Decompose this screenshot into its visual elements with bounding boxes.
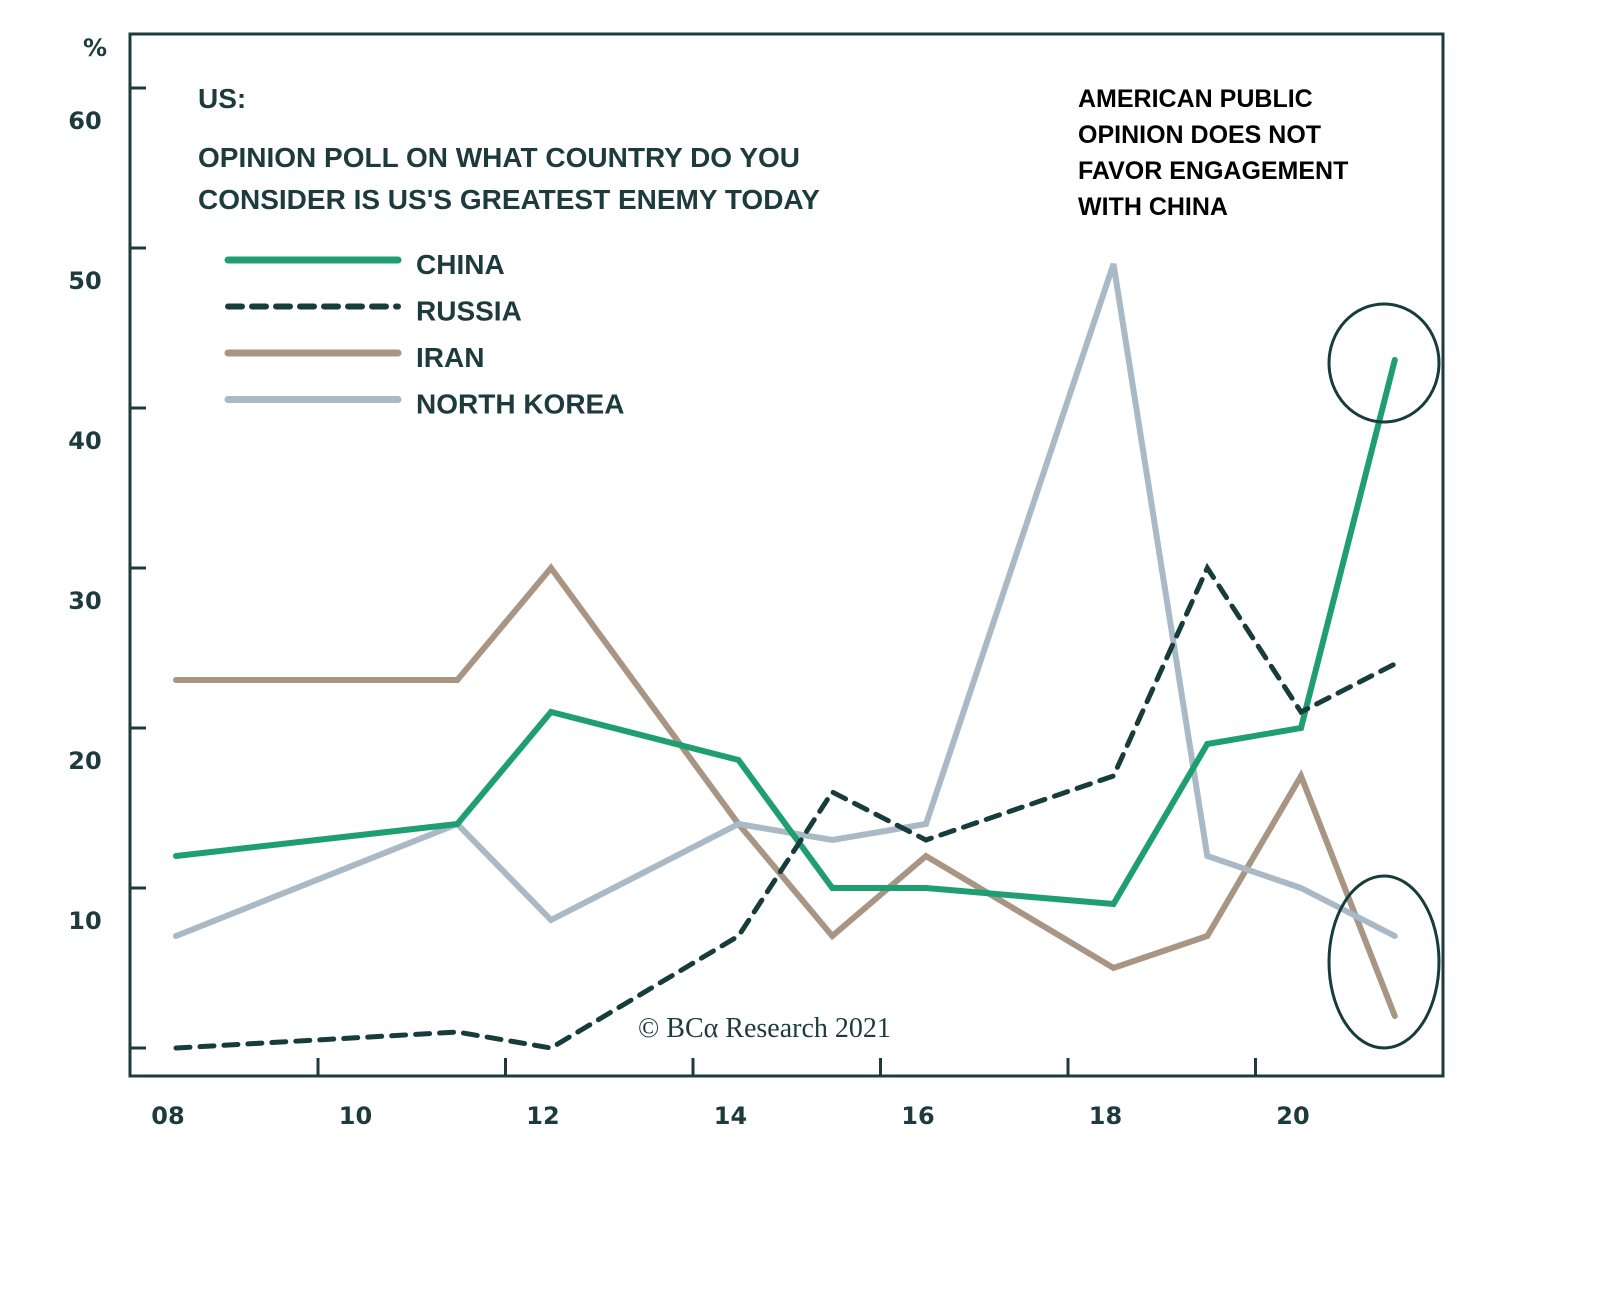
series-line-north-korea [173, 263, 1398, 939]
y-tick-label: 20 [68, 747, 101, 775]
x-axis-ticks [316, 1058, 1257, 1076]
plot-frame [128, 32, 1445, 1078]
legend-label: CHINA [416, 249, 505, 280]
legend-label: IRAN [416, 342, 484, 373]
x-tick-label: 14 [714, 1102, 747, 1130]
x-tick-label: 08 [151, 1102, 184, 1130]
x-tick-label: 18 [1089, 1102, 1122, 1130]
series-line-iran [173, 563, 1398, 1019]
series-lines [173, 263, 1398, 1051]
y-tick-label: 30 [68, 587, 101, 615]
legend-item-iran: IRAN [224, 342, 484, 373]
y-tick-label: 60 [68, 107, 101, 135]
2021-low-highlight-ellipse [1327, 874, 1441, 1050]
x-tick-label: 12 [526, 1102, 559, 1130]
annotation-line-2: OPINION DOES NOT [1078, 121, 1321, 149]
x-axis-tick-labels: 08 10 12 14 16 18 20 [151, 1102, 1309, 1130]
legend: CHINA RUSSIA IRAN NORTH KOREA [224, 249, 624, 420]
y-tick-label: 40 [68, 427, 101, 455]
x-tick-label: 16 [901, 1102, 934, 1130]
series-line-china [173, 357, 1398, 908]
legend-item-china: CHINA [224, 249, 505, 280]
legend-item-north-korea: NORTH KOREA [224, 389, 624, 420]
legend-label: NORTH KOREA [416, 389, 624, 420]
annotation-line-1: AMERICAN PUBLIC [1078, 85, 1313, 113]
y-axis-unit-label: % [83, 34, 107, 62]
y-tick-label: 10 [68, 907, 101, 935]
y-tick-label: 50 [68, 267, 101, 295]
chart-title-line-1: OPINION POLL ON WHAT COUNTRY DO YOU [198, 142, 800, 173]
china-2021-highlight-ellipse [1327, 302, 1441, 424]
y-axis-ticks [130, 86, 146, 1050]
chart-title-line-2: CONSIDER IS US'S GREATEST ENEMY TODAY [198, 184, 820, 215]
x-tick-label: 20 [1276, 1102, 1309, 1130]
legend-label: RUSSIA [416, 296, 522, 327]
annotation-line-4: WITH CHINA [1078, 193, 1228, 221]
y-axis-tick-labels: 10 20 30 40 50 60 [68, 107, 101, 935]
x-tick-label: 10 [339, 1102, 372, 1130]
annotation-line-3: FAVOR ENGAGEMENT [1078, 157, 1348, 185]
chart-title-prefix: US: [198, 83, 246, 114]
series-line-russia [173, 562, 1398, 1051]
legend-item-russia: RUSSIA [225, 296, 522, 327]
annotation: AMERICAN PUBLIC OPINION DOES NOT FAVOR E… [1078, 85, 1348, 221]
copyright-credit: © BCα Research 2021 [638, 1013, 891, 1044]
